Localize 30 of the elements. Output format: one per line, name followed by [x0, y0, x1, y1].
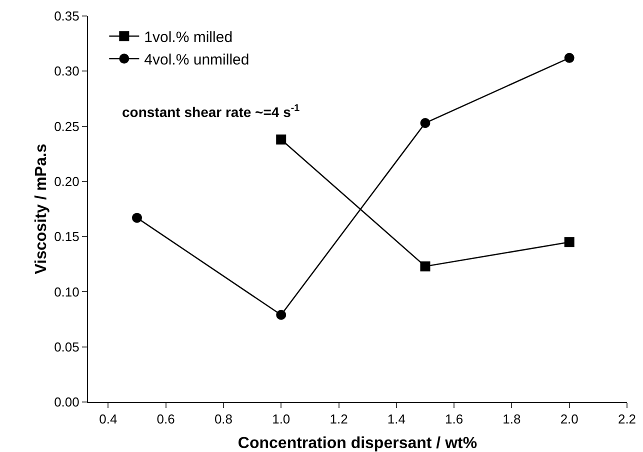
annotation: constant shear rate ~=4 s$^{-1}$: [122, 103, 300, 120]
x-tick-label: 1.4: [387, 412, 406, 427]
point: [276, 310, 286, 320]
x-tick-label: 1.0: [272, 412, 290, 427]
x-tick-label: 2.2: [618, 412, 636, 427]
y-tick-label: 0.35: [54, 8, 80, 24]
y-tick-label: 0.00: [54, 394, 80, 410]
point: [564, 237, 574, 248]
y-tick-label: 0.05: [54, 339, 80, 354]
point: [132, 212, 142, 223]
point: [564, 52, 574, 63]
point: [276, 134, 286, 145]
x-tick-label: 1.6: [445, 412, 464, 427]
point: [420, 261, 430, 272]
legend-label: 4vol.% unmilled: [144, 51, 250, 68]
y-tick-label: 0.25: [54, 118, 80, 134]
x-tick-label: 1.8: [502, 412, 521, 427]
x-tick-label: 0.4: [99, 412, 118, 427]
x-axis-title: Concentration dispersant / wt%: [238, 435, 478, 452]
point: [420, 118, 430, 128]
x-tick-label: 2.0: [560, 412, 578, 427]
y-tick-label: 0.15: [54, 229, 80, 244]
legend-label: 1vol.% milled: [144, 28, 233, 46]
x-tick-label: 1.2: [330, 412, 348, 427]
x-tick-label: 0.8: [214, 412, 233, 427]
y-tick-label: 0.30: [54, 64, 80, 79]
x-tick-label: 0.6: [156, 412, 175, 427]
y-tick-label: 0.10: [54, 284, 80, 300]
y-tick-label: 0.20: [54, 174, 80, 189]
y-axis-title: Viscosity / mPa.s: [33, 144, 50, 274]
